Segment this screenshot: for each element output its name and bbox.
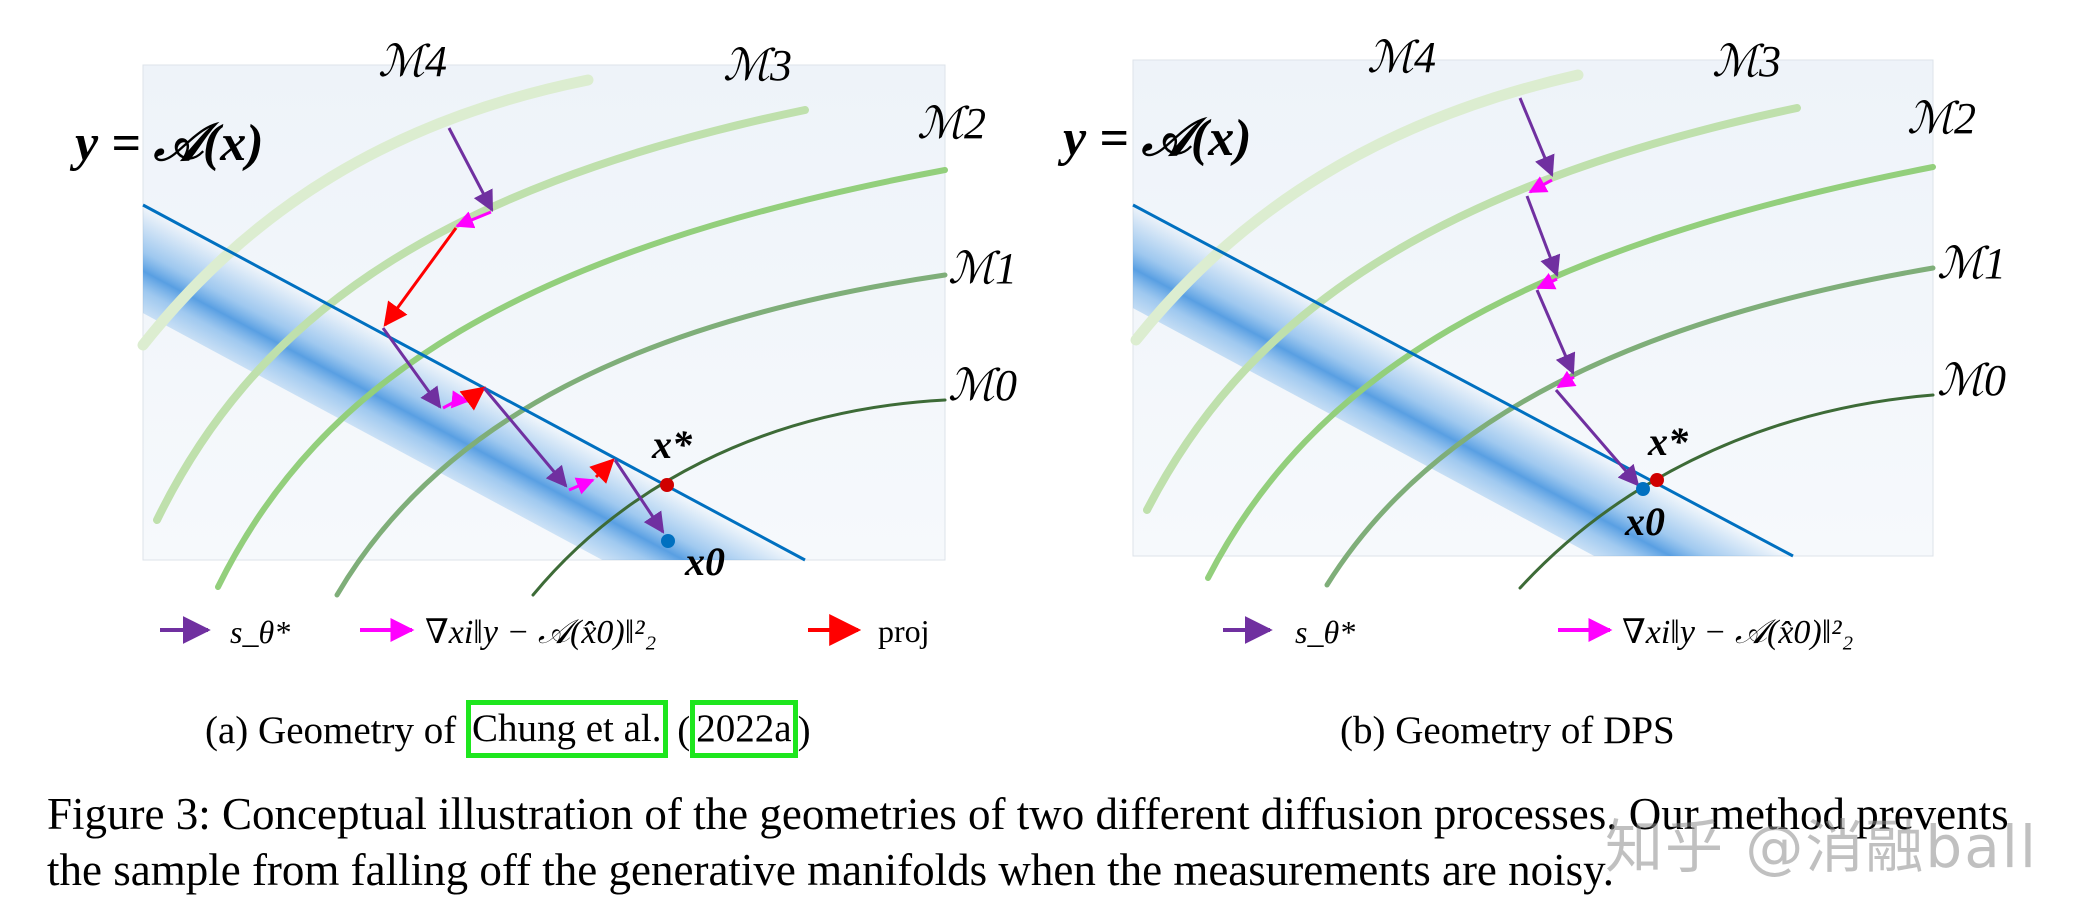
x-star-point xyxy=(660,478,674,492)
subcaption-a-paren-close: ) xyxy=(797,709,811,752)
x0-label: x0 xyxy=(684,539,725,584)
measurement-line xyxy=(1132,203,1794,558)
manifold-m3-curve xyxy=(153,106,809,524)
manifold-m1-label: ℳ1 xyxy=(948,244,1017,293)
x0-point xyxy=(1636,482,1650,496)
manifold-m2-label: ℳ2 xyxy=(917,99,986,148)
manifold-m1-label: ℳ1 xyxy=(1937,239,2006,288)
manifold-m0-curve xyxy=(1518,393,1935,590)
subcaption-b: (b) Geometry of DPS xyxy=(1340,708,1675,753)
equation-label: y = 𝒜(x) xyxy=(1057,110,1252,167)
citation-year-link[interactable]: 2022a xyxy=(690,700,798,759)
trajectory-b xyxy=(1518,97,1640,487)
caption-label: Figure 3: xyxy=(47,789,211,839)
manifold-m3-curve xyxy=(1143,104,1801,514)
manifold-m1-curve xyxy=(334,272,948,598)
manifold-m0-label: ℳ0 xyxy=(1937,356,2006,405)
equation-label: y = 𝒜(x) xyxy=(69,115,264,172)
manifold-m2-label: ℳ2 xyxy=(1907,94,1976,143)
legend-gradient-label: ∇xi‖y − 𝒜(x̂0)‖²₂ xyxy=(1622,614,1853,651)
legend-b: s_θ* ∇xi‖y − 𝒜(x̂0)‖²₂ xyxy=(1223,614,1853,651)
x-star-label: x* xyxy=(651,422,693,467)
subcaption-a: (a) Geometry of Chung et al. (2022a) xyxy=(205,700,811,759)
measurement-glow xyxy=(1133,148,1890,556)
subcaption-a-prefix: (a) Geometry of xyxy=(205,709,466,752)
citation-author-link[interactable]: Chung et al. xyxy=(465,700,668,759)
x-star-point xyxy=(1650,473,1664,487)
manifold-m4-curve xyxy=(137,74,594,351)
x0-point xyxy=(661,534,675,548)
manifold-m0-label: ℳ0 xyxy=(948,361,1017,410)
manifold-m3-label: ℳ3 xyxy=(1712,37,1781,86)
legend-gradient-label: ∇xi‖y − 𝒜(x̂0)‖²₂ xyxy=(425,614,656,651)
manifold-m0-curve xyxy=(531,398,947,597)
manifold-m4-curve xyxy=(1130,69,1584,346)
measurement-line xyxy=(142,203,806,562)
manifold-m4-label: ℳ4 xyxy=(378,37,447,86)
subcaption-b-text: (b) Geometry of DPS xyxy=(1340,709,1675,752)
legend-score-label: s_θ* xyxy=(1295,614,1355,650)
legend-proj-label: proj xyxy=(878,613,930,649)
figure-caption: Figure 3: Conceptual illustration of the… xyxy=(47,786,2047,898)
manifold-m2-curve xyxy=(1205,164,1936,581)
manifold-m4-label: ℳ4 xyxy=(1367,33,1436,82)
legend-a: s_θ* ∇xi‖y − 𝒜(x̂0)‖²₂ proj xyxy=(160,613,930,651)
manifold-m2-curve xyxy=(215,167,948,590)
subcaption-a-paren-open: ( xyxy=(667,709,691,752)
manifold-m1-curve xyxy=(1324,265,1936,588)
panel-a: y = 𝒜(x) ℳ4 ℳ3 ℳ2 ℳ1 ℳ0 x* x0 s_θ* ∇xi‖y… xyxy=(69,37,1017,651)
legend-score-label: s_θ* xyxy=(230,614,290,650)
caption-text: Conceptual illustration of the geometrie… xyxy=(47,789,2009,895)
trajectory-a xyxy=(381,127,665,534)
figure-3: y = 𝒜(x) ℳ4 ℳ3 ℳ2 ℳ1 ℳ0 x* x0 s_θ* ∇xi‖y… xyxy=(69,33,2006,651)
manifold-m3-label: ℳ3 xyxy=(723,41,792,90)
x0-label: x0 xyxy=(1624,499,1665,544)
panel-b: y = 𝒜(x) ℳ4 ℳ3 ℳ2 ℳ1 ℳ0 x* x0 s_θ* ∇xi‖y… xyxy=(1057,33,2006,651)
x-star-label: x* xyxy=(1647,419,1689,464)
